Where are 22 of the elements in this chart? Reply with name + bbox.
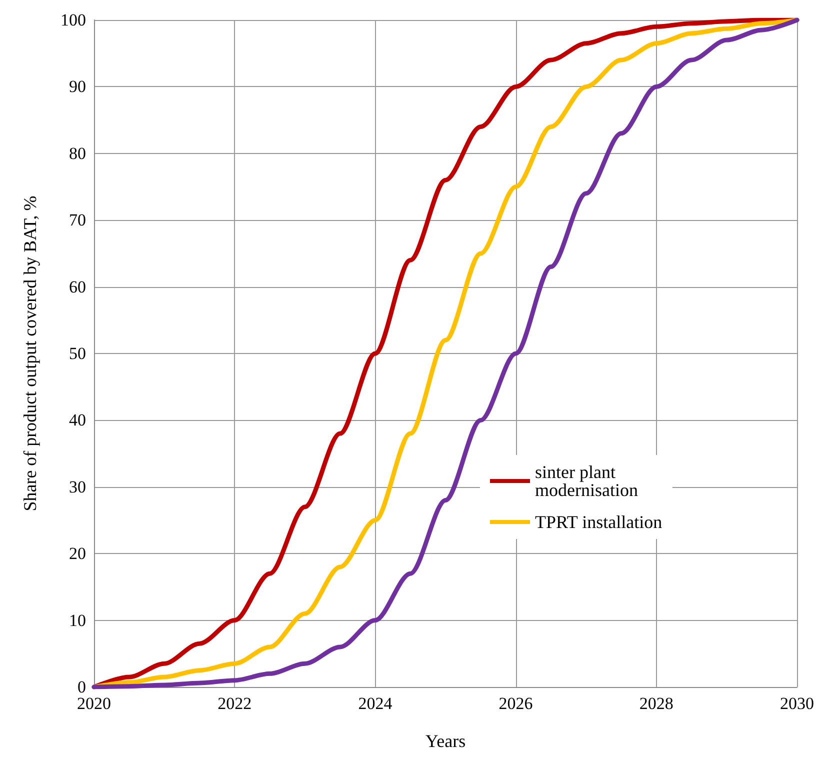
line-series — [92, 18, 800, 690]
y-axis-title: Share of product output covered by BAT, % — [20, 196, 40, 512]
y-tick-label: 50 — [69, 344, 86, 363]
y-tick-label: 0 — [78, 678, 86, 696]
legend-label: sinter plant modernisation — [535, 462, 638, 500]
x-tick-label: 2030 — [780, 694, 814, 713]
legend-label: TPRT installation — [535, 512, 662, 532]
x-tick-label: 2026 — [498, 694, 533, 713]
y-tick-label: 80 — [69, 144, 86, 163]
y-tick-label: 40 — [69, 410, 86, 430]
x-tick-label: 2020 — [77, 694, 111, 713]
y-tick-label: 100 — [60, 10, 86, 30]
y-tick-label: 90 — [69, 77, 86, 96]
x-tick-label: 2024 — [358, 694, 393, 713]
x-tick-label: 2022 — [218, 694, 252, 713]
y-tick-label: 70 — [69, 210, 86, 230]
y-tick-label: 20 — [69, 544, 86, 564]
x-tick-label: 2028 — [639, 694, 674, 713]
y-tick-label: 60 — [69, 277, 86, 296]
y-tick-label: 30 — [69, 477, 86, 496]
y-tick-label: 10 — [69, 610, 86, 630]
x-axis-title: Years — [425, 731, 466, 751]
